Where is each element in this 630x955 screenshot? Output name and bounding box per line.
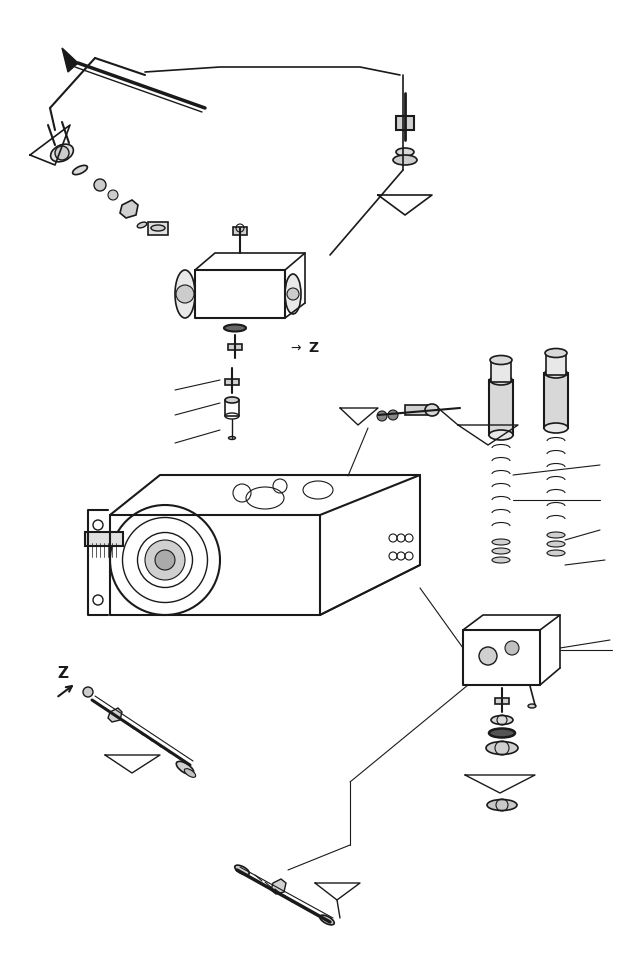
Ellipse shape bbox=[544, 423, 568, 433]
Ellipse shape bbox=[545, 368, 567, 378]
Ellipse shape bbox=[490, 375, 512, 385]
Circle shape bbox=[108, 190, 118, 200]
Polygon shape bbox=[108, 708, 122, 722]
Ellipse shape bbox=[175, 270, 195, 318]
Text: Z: Z bbox=[57, 666, 69, 681]
Text: →: → bbox=[290, 342, 301, 355]
Circle shape bbox=[55, 146, 69, 160]
Bar bbox=[85, 532, 123, 546]
Ellipse shape bbox=[547, 550, 565, 556]
Ellipse shape bbox=[547, 541, 565, 547]
Ellipse shape bbox=[285, 274, 301, 314]
Bar bbox=[233, 227, 247, 235]
Ellipse shape bbox=[487, 799, 517, 811]
Ellipse shape bbox=[137, 223, 147, 228]
Ellipse shape bbox=[393, 155, 417, 165]
Ellipse shape bbox=[225, 397, 239, 403]
Circle shape bbox=[94, 179, 106, 191]
Ellipse shape bbox=[489, 729, 515, 737]
Ellipse shape bbox=[396, 148, 414, 156]
Ellipse shape bbox=[50, 144, 73, 161]
Circle shape bbox=[377, 411, 387, 421]
Ellipse shape bbox=[151, 225, 165, 231]
Ellipse shape bbox=[486, 741, 518, 754]
Ellipse shape bbox=[185, 769, 196, 777]
Bar bbox=[225, 379, 239, 385]
Bar bbox=[546, 353, 566, 375]
Ellipse shape bbox=[229, 436, 236, 439]
Bar bbox=[491, 360, 511, 382]
Ellipse shape bbox=[528, 704, 536, 708]
Circle shape bbox=[145, 540, 185, 580]
Bar bbox=[544, 373, 568, 428]
Text: Z: Z bbox=[308, 341, 318, 355]
Ellipse shape bbox=[492, 539, 510, 545]
Circle shape bbox=[479, 647, 497, 665]
Polygon shape bbox=[62, 48, 78, 72]
Ellipse shape bbox=[320, 915, 335, 924]
Ellipse shape bbox=[491, 715, 513, 725]
Bar bbox=[489, 380, 513, 435]
Polygon shape bbox=[271, 879, 286, 894]
Ellipse shape bbox=[224, 325, 246, 331]
Ellipse shape bbox=[492, 557, 510, 563]
Ellipse shape bbox=[72, 165, 88, 175]
Ellipse shape bbox=[547, 532, 565, 538]
Ellipse shape bbox=[490, 355, 512, 365]
Bar bbox=[228, 344, 242, 350]
Bar bbox=[405, 405, 429, 415]
Bar bbox=[495, 698, 509, 704]
Circle shape bbox=[388, 410, 398, 420]
Bar bbox=[148, 222, 168, 235]
Ellipse shape bbox=[176, 761, 194, 775]
Circle shape bbox=[176, 285, 194, 303]
Ellipse shape bbox=[489, 430, 513, 440]
Polygon shape bbox=[120, 200, 138, 218]
Ellipse shape bbox=[425, 404, 439, 416]
Circle shape bbox=[505, 641, 519, 655]
Circle shape bbox=[287, 288, 299, 300]
Bar bbox=[396, 116, 414, 130]
Ellipse shape bbox=[545, 349, 567, 357]
Ellipse shape bbox=[492, 548, 510, 554]
Circle shape bbox=[83, 687, 93, 697]
Circle shape bbox=[155, 550, 175, 570]
Ellipse shape bbox=[235, 865, 249, 875]
